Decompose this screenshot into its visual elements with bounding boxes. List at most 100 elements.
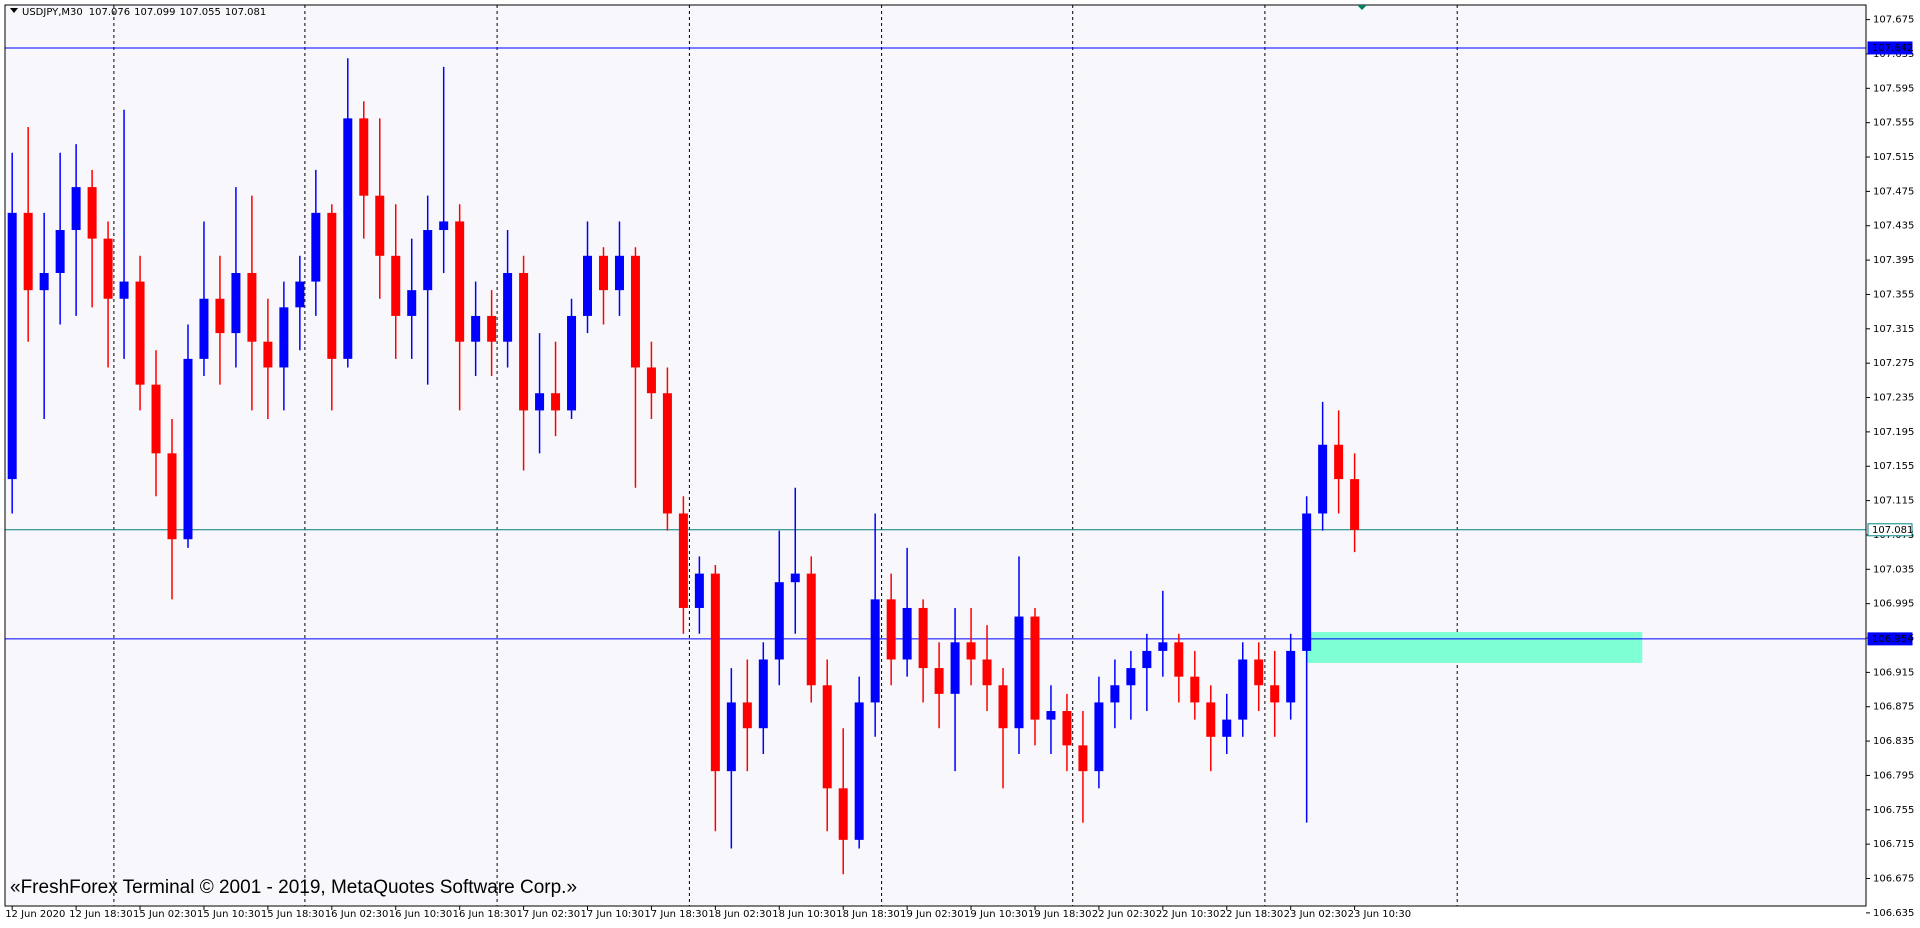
price-label: 106.954 (1872, 634, 1913, 645)
candle-body (694, 573, 704, 608)
y-tick-label: 107.235 (1873, 393, 1914, 404)
candle-body (614, 255, 624, 291)
candle-body (662, 393, 672, 514)
candle-body (966, 642, 976, 660)
y-tick-label: 107.195 (1873, 427, 1914, 438)
candle-body (135, 281, 145, 385)
x-tick-label: 12 Jun 2020 (5, 909, 65, 920)
candle-body (279, 307, 289, 368)
chart-header: USDJPY,M30 107.076 107.099 107.055 107.081 (22, 7, 266, 18)
price-label: 107.081 (1872, 525, 1913, 536)
candle-body (1126, 668, 1136, 686)
candle-body (758, 659, 768, 729)
x-tick-label: 16 Jun 10:30 (389, 909, 453, 920)
candle-body (1238, 659, 1248, 720)
candle-body (950, 642, 960, 694)
candle-body (583, 255, 593, 316)
candle-body (247, 272, 257, 342)
candle-body (918, 607, 928, 669)
x-tick-label: 23 Jun 02:30 (1284, 909, 1348, 920)
candle-body (886, 599, 896, 660)
candle-body (551, 393, 561, 411)
header-value: 107.055 (180, 7, 221, 18)
y-tick-label: 106.795 (1873, 770, 1914, 781)
y-tick-label: 107.355 (1873, 289, 1914, 300)
x-tick-label: 18 Jun 18:30 (836, 909, 900, 920)
candle-body (1302, 513, 1312, 651)
y-tick-label: 106.755 (1873, 805, 1914, 816)
candle-body (295, 281, 305, 308)
y-tick-label: 106.635 (1873, 908, 1914, 919)
candle-body (439, 221, 449, 231)
candle-body (1142, 650, 1152, 669)
candle-body (407, 290, 417, 316)
x-tick-label: 19 Jun 10:30 (964, 909, 1028, 920)
candle-body (838, 788, 848, 840)
candle-body (39, 272, 49, 291)
x-tick-label: 15 Jun 18:30 (261, 909, 325, 920)
candle-body (934, 668, 944, 694)
candle-body (327, 212, 337, 359)
x-tick-label: 23 Jun 10:30 (1348, 909, 1412, 920)
y-tick-label: 107.035 (1873, 564, 1914, 575)
candle-body (199, 298, 209, 359)
candle-body (678, 513, 688, 608)
candle-body (215, 298, 225, 334)
x-tick-label: 17 Jun 02:30 (517, 909, 581, 920)
candle-body (1190, 676, 1200, 703)
candle-body (1350, 479, 1360, 530)
candle-body (87, 187, 97, 239)
candle-body (646, 367, 656, 394)
candle-body (263, 341, 273, 368)
candle-body (359, 118, 369, 196)
x-tick-label: 18 Jun 02:30 (708, 909, 772, 920)
header-value: 107.076 (89, 7, 130, 18)
x-tick-label: 16 Jun 18:30 (453, 909, 517, 920)
y-tick-label: 107.475 (1873, 186, 1914, 197)
y-tick-label: 107.315 (1873, 324, 1914, 335)
candle-body (455, 221, 465, 342)
candle-body (487, 315, 497, 342)
menu-arrow[interactable] (10, 8, 18, 13)
y-tick-label: 107.675 (1873, 15, 1914, 26)
candle-body (1046, 711, 1056, 720)
candle-body (742, 702, 752, 729)
candle-body (1158, 642, 1168, 651)
x-tick-label: 22 Jun 02:30 (1092, 909, 1156, 920)
y-tick-label: 107.435 (1873, 221, 1914, 232)
candle-body (231, 272, 241, 334)
candle-body (870, 599, 880, 703)
candle-body (710, 573, 720, 772)
candle-body (471, 315, 481, 342)
y-tick-label: 106.675 (1873, 874, 1914, 885)
candle-body (71, 187, 81, 231)
x-tick-label: 22 Jun 10:30 (1156, 909, 1220, 920)
candle-body (519, 272, 529, 411)
candle-body (183, 358, 193, 540)
y-tick-label: 107.115 (1873, 496, 1914, 507)
candle-body (7, 212, 17, 480)
x-tick-label: 17 Jun 18:30 (644, 909, 708, 920)
symbol-title: USDJPY,M30 (22, 7, 83, 18)
x-tick-label: 15 Jun 10:30 (197, 909, 261, 920)
candle-body (1014, 616, 1024, 729)
y-tick-label: 107.635 (1873, 49, 1914, 60)
candle-body (630, 255, 640, 368)
time-marker (1357, 5, 1367, 10)
candle-body (1062, 711, 1072, 746)
y-tick-label: 106.995 (1873, 599, 1914, 610)
axis-layer: 106.635 106.675 106.715 106.755 106.795 106.8… (5, 15, 1914, 920)
zone (1306, 632, 1643, 663)
candle-body (822, 685, 832, 789)
candle-body (343, 118, 353, 359)
candle-body (1286, 650, 1296, 703)
candle-body (1094, 702, 1104, 772)
x-tick-label: 15 Jun 02:30 (133, 909, 197, 920)
candle-body (1270, 685, 1280, 703)
candle-body (23, 212, 33, 291)
candle-body (1254, 659, 1264, 686)
y-tick-label: 107.515 (1873, 152, 1914, 163)
candle-body (311, 212, 321, 282)
candle-body (567, 315, 577, 411)
